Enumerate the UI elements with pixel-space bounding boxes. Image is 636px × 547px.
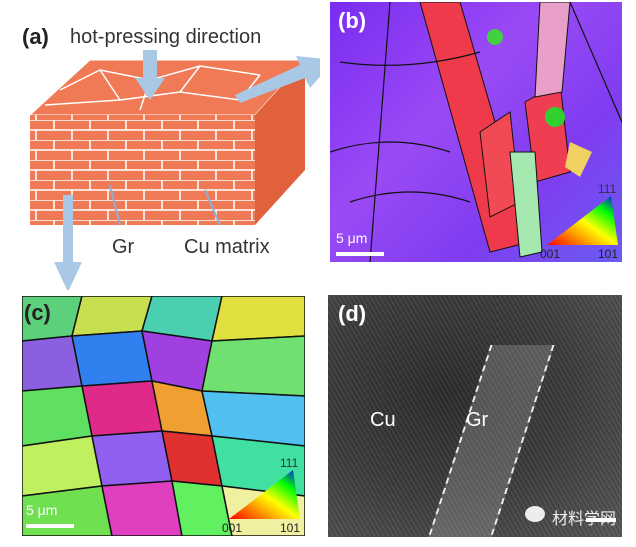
wechat-icon: [525, 506, 545, 522]
ipf-101-c: 101: [280, 521, 301, 535]
hot-pressing-direction-label: hot-pressing direction: [70, 26, 262, 48]
arrow-to-b: [235, 56, 320, 103]
gr-label: Gr: [112, 236, 135, 258]
panel-d-scale-bar: [586, 518, 616, 522]
panel-d-hrtem-image: (d) Cu Gr: [328, 295, 622, 537]
panel-c-ebsd-map: (c) 5 μm 111 001 101: [22, 296, 305, 536]
panel-b-scale-bar: [336, 252, 384, 256]
cu-matrix-label: Cu matrix: [184, 236, 270, 258]
panel-a: (a) hot-pressing direction Gr Cu matrix: [0, 0, 320, 290]
ipf-triangle-b: [547, 196, 618, 245]
panel-b-label: (b): [338, 8, 367, 33]
watermark: 材料学网: [552, 511, 617, 528]
ipf-001-c: 001: [222, 521, 243, 535]
panel-b-scale-text: 5 μm: [336, 230, 368, 246]
panel-c-label: (c): [24, 300, 51, 325]
panel-c-scale-text: 5 μm: [26, 502, 58, 518]
ipf-111-b: 111: [598, 182, 617, 196]
panel-c-scale-bar: [26, 524, 74, 528]
arrow-down: [135, 50, 165, 100]
ipf-001-b: 001: [540, 247, 561, 261]
panel-b-ebsd-map: (b) 5 μm 111 001 101: [330, 2, 622, 262]
lattice-texture: [328, 295, 622, 537]
panel-a-label: (a): [22, 24, 49, 49]
grain-overlay: [330, 2, 622, 262]
gr-region-label: Gr: [466, 409, 489, 431]
block-side: [255, 60, 305, 225]
ipf-111-c: 111: [280, 456, 299, 470]
cu-region-label: Cu: [370, 409, 396, 431]
ipf-101-b: 101: [598, 247, 619, 261]
panel-d-label: (d): [338, 301, 367, 326]
brick-block-diagram: [28, 50, 320, 290]
ipf-triangle-c: [229, 470, 300, 519]
grain-overlay: [22, 296, 305, 536]
arrow-to-c: [54, 195, 82, 290]
